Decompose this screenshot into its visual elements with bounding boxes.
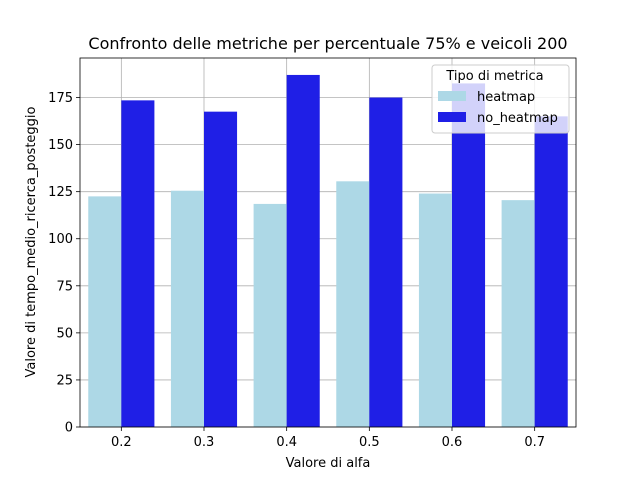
- legend: Tipo di metrica heatmap no_heatmap: [431, 64, 570, 134]
- plot-frame: [79, 57, 577, 428]
- y-axis-ticks: 0 25 50 75 100 125 150 175: [48, 91, 80, 436]
- axes: [79, 57, 577, 428]
- bar-heatmap: [501, 200, 535, 427]
- bar-no_heatmap: [534, 116, 568, 427]
- bar-heatmap: [336, 181, 370, 427]
- x-tick-label: 0.2: [111, 435, 132, 450]
- bar-heatmap: [418, 193, 452, 427]
- legend-swatch-no_heatmap: [438, 112, 466, 122]
- bar-heatmap: [88, 196, 122, 427]
- y-tick-label: 25: [56, 373, 73, 388]
- legend-label-no_heatmap: no_heatmap: [477, 111, 558, 126]
- x-axis-label: Valore di alfa: [286, 456, 371, 471]
- bar-no_heatmap: [452, 83, 486, 427]
- x-tick-label: 0.5: [359, 435, 380, 450]
- bars: [88, 74, 568, 428]
- x-tick-label: 0.3: [194, 435, 215, 450]
- y-tick-label: 75: [56, 279, 73, 294]
- y-tick-label: 150: [48, 138, 73, 153]
- y-axis-label: Valore di tempo_medio_ricerca_posteggio: [24, 106, 39, 377]
- legend-title: Tipo di metrica: [445, 69, 543, 84]
- bar-heatmap: [253, 203, 287, 427]
- bar-no_heatmap: [204, 111, 238, 427]
- x-tick-label: 0.6: [442, 435, 463, 450]
- chart-title: Confronto delle metriche per percentuale…: [88, 34, 567, 53]
- bar-heatmap: [170, 190, 204, 427]
- legend-swatch-heatmap: [438, 91, 466, 101]
- y-tick-label: 0: [65, 421, 73, 436]
- bar-no_heatmap: [286, 74, 320, 427]
- x-axis-ticks: 0.2 0.3 0.4 0.5 0.6 0.7: [111, 427, 545, 450]
- y-tick-label: 100: [48, 232, 73, 247]
- bar-no_heatmap: [121, 100, 155, 428]
- y-tick-label: 175: [48, 91, 73, 106]
- legend-label-heatmap: heatmap: [477, 90, 535, 105]
- y-tick-label: 125: [48, 185, 73, 200]
- bar-no_heatmap: [369, 97, 403, 428]
- legend-box: [431, 64, 570, 134]
- x-tick-label: 0.4: [276, 435, 297, 450]
- x-tick-label: 0.7: [524, 435, 545, 450]
- y-tick-label: 50: [56, 326, 73, 341]
